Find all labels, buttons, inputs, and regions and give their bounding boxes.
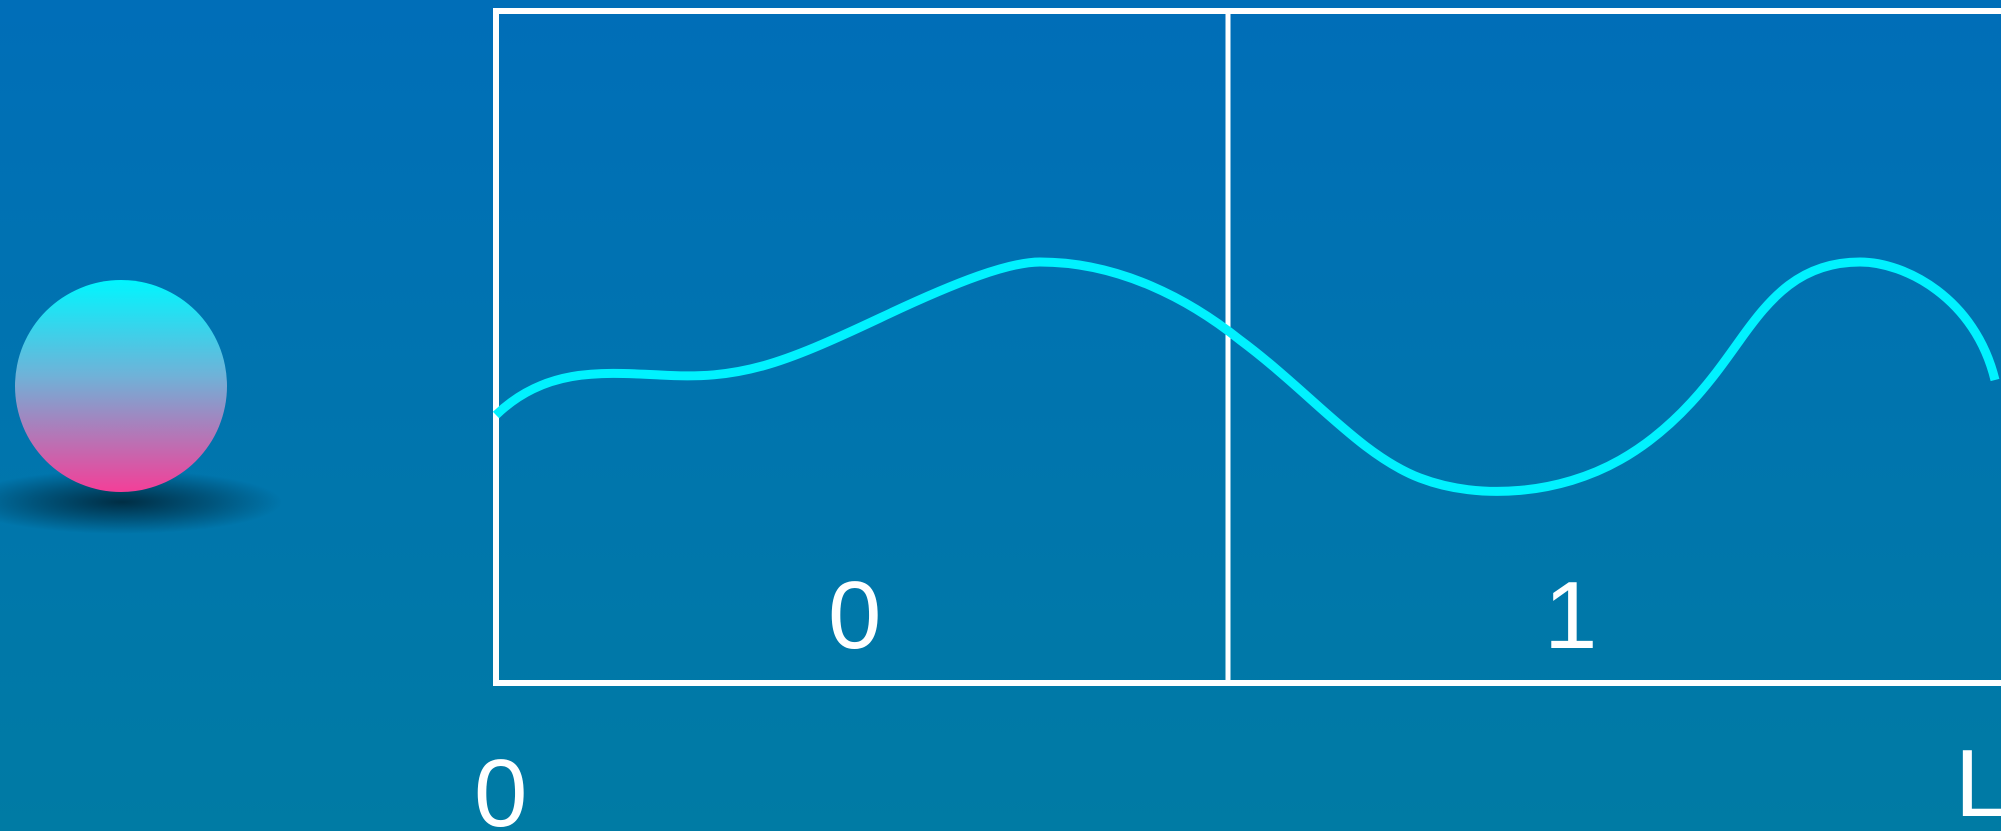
wave-curve bbox=[492, 257, 2000, 496]
ball-shadow bbox=[0, 470, 282, 534]
axis-start-label: 0 bbox=[474, 740, 528, 831]
segment-label-1: 1 bbox=[1544, 562, 1598, 669]
segment-label-0: 0 bbox=[828, 562, 882, 669]
axis-end-label: L bbox=[1955, 730, 2001, 831]
ball bbox=[15, 280, 227, 492]
domain-frame bbox=[493, 8, 2001, 686]
